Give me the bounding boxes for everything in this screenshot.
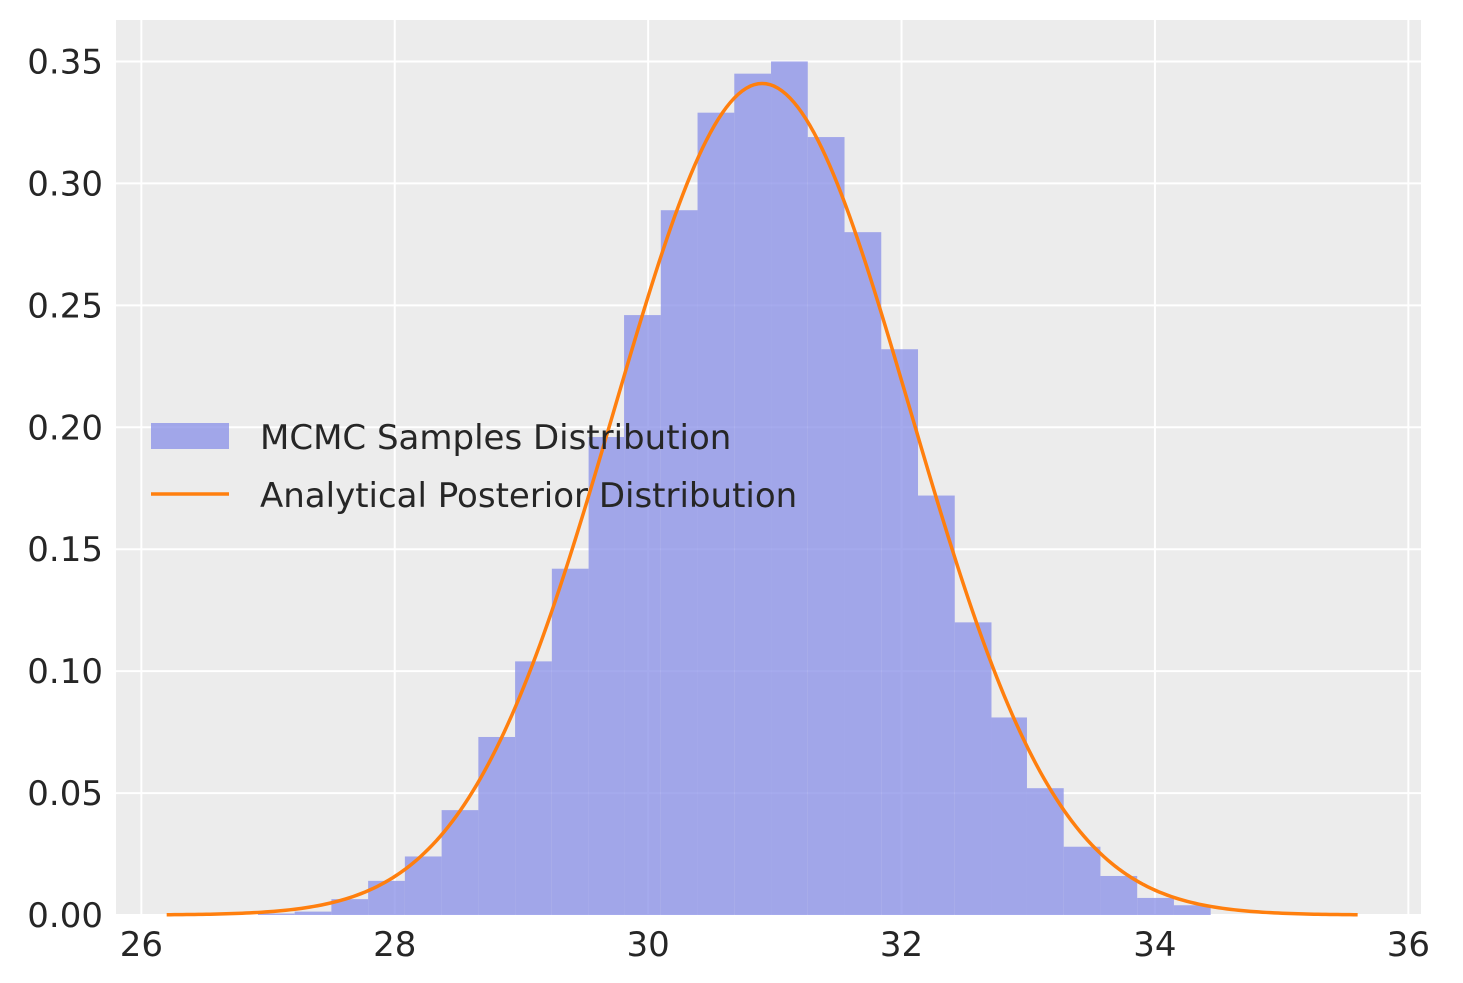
histogram-bar bbox=[697, 112, 735, 916]
legend-swatch-mcmc bbox=[151, 423, 229, 449]
histogram-bar bbox=[331, 899, 369, 915]
legend-label-analytical: Analytical Posterior Distribution bbox=[260, 476, 797, 516]
y-tick-label: 0.05 bbox=[27, 774, 103, 814]
y-tick-label: 0.20 bbox=[27, 408, 103, 448]
histogram-bar bbox=[954, 622, 992, 915]
histogram-bar bbox=[734, 73, 772, 915]
histogram-bar bbox=[368, 880, 405, 915]
histogram-bar bbox=[1137, 897, 1174, 915]
histogram-bar bbox=[771, 61, 808, 916]
histogram-bar bbox=[881, 349, 919, 916]
y-tick-label: 0.00 bbox=[27, 896, 103, 936]
histogram-bar bbox=[257, 913, 295, 915]
y-tick-label: 0.15 bbox=[27, 530, 103, 570]
legend: MCMC Samples Distribution Analytical Pos… bbox=[151, 418, 797, 516]
posterior-line bbox=[166, 81, 1358, 917]
posterior-curve bbox=[166, 81, 1358, 917]
legend-label-mcmc: MCMC Samples Distribution bbox=[260, 418, 731, 458]
histogram-bar bbox=[551, 568, 589, 915]
x-tick-label: 26 bbox=[120, 925, 163, 965]
x-tick-label: 30 bbox=[627, 925, 670, 965]
histogram-bar bbox=[588, 437, 625, 915]
y-axis-ticks: 0.00 0.05 0.10 0.15 0.20 0.25 0.30 0.35 bbox=[27, 42, 103, 936]
histogram-bar bbox=[515, 661, 552, 915]
histogram-bar bbox=[478, 736, 516, 915]
histogram-bar bbox=[1173, 905, 1211, 915]
x-tick-label: 36 bbox=[1387, 925, 1430, 965]
histogram-bar bbox=[991, 717, 1027, 915]
y-tick-label: 0.25 bbox=[27, 286, 103, 326]
histogram-bars bbox=[257, 61, 1211, 916]
histogram-bar bbox=[294, 911, 332, 915]
y-tick-label: 0.35 bbox=[27, 42, 103, 82]
histogram-bar bbox=[1063, 846, 1101, 915]
y-tick-label: 0.30 bbox=[27, 164, 103, 204]
histogram-bar bbox=[1100, 875, 1138, 915]
histogram-bar bbox=[660, 210, 698, 915]
histogram-bar bbox=[918, 495, 955, 915]
y-tick-label: 0.10 bbox=[27, 652, 103, 692]
x-tick-label: 32 bbox=[880, 925, 923, 965]
histogram-bar bbox=[624, 315, 661, 915]
histogram-bar bbox=[1026, 788, 1064, 915]
x-axis-ticks: 26 28 30 32 34 36 bbox=[120, 925, 1430, 965]
histogram-bar bbox=[844, 232, 882, 916]
x-tick-label: 28 bbox=[373, 925, 416, 965]
histogram-bar bbox=[807, 137, 845, 915]
x-tick-label: 34 bbox=[1133, 925, 1176, 965]
